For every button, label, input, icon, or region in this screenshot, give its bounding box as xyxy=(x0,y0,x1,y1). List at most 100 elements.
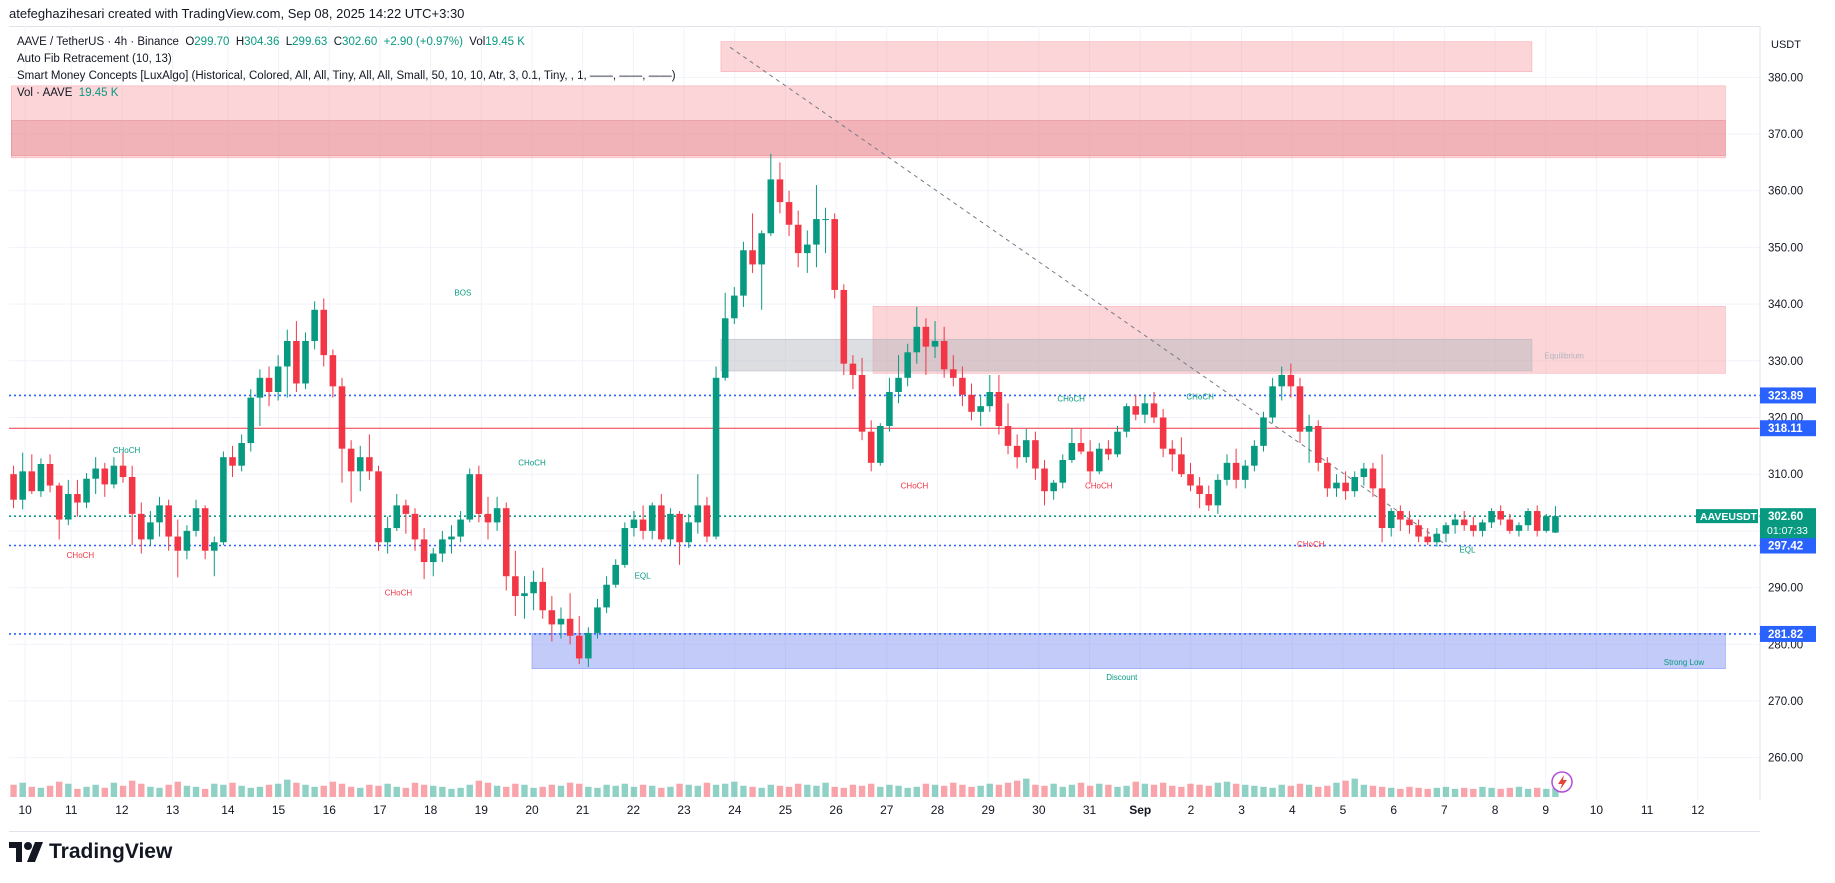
candle-body xyxy=(475,474,483,514)
candle-body xyxy=(138,513,145,540)
candle-body xyxy=(1515,525,1523,531)
annotation-label: Equilibrium xyxy=(1544,352,1584,361)
x-tick-label: 4 xyxy=(1289,803,1296,817)
candle-body xyxy=(512,576,519,597)
volume-bar xyxy=(968,786,975,797)
close-label: C xyxy=(333,36,343,48)
volume-bar xyxy=(430,785,437,797)
x-tick-label: 11 xyxy=(65,803,78,817)
volume-bar xyxy=(557,785,565,797)
candle-body xyxy=(658,505,665,540)
candle-body xyxy=(1524,511,1532,526)
volume-bar xyxy=(667,786,674,797)
candle-body xyxy=(338,386,346,449)
indicator-fib[interactable]: Auto Fib Retracement (10, 13) xyxy=(17,53,172,65)
volume-bar xyxy=(1324,785,1331,797)
volume-bar xyxy=(639,784,647,797)
volume-bar xyxy=(1333,782,1340,797)
candle-body xyxy=(19,471,26,500)
volume-bar xyxy=(357,787,364,797)
x-tick-label: 27 xyxy=(880,803,894,817)
candle-body xyxy=(493,508,501,523)
candle-body xyxy=(55,485,63,520)
volume-bar xyxy=(1132,781,1139,797)
candle-body xyxy=(147,522,154,540)
candle-body xyxy=(220,457,227,543)
volume-bar xyxy=(858,785,866,797)
candle-body xyxy=(539,581,547,611)
low-label: L xyxy=(285,36,293,48)
volume-bar xyxy=(840,787,847,797)
candle-body xyxy=(1397,511,1404,520)
candle-body xyxy=(128,477,136,514)
candle-body xyxy=(375,471,382,543)
candle-body xyxy=(1433,533,1441,543)
volume-bar xyxy=(138,783,145,797)
volume-bar xyxy=(630,786,638,797)
volume-bar xyxy=(813,785,820,797)
chart-panel[interactable] xyxy=(9,26,1760,832)
candle-body xyxy=(813,219,820,245)
candle-body xyxy=(429,553,437,563)
candle-body xyxy=(1387,511,1395,529)
candle-body xyxy=(621,528,629,565)
volume-bar xyxy=(256,786,264,797)
candle-body xyxy=(594,607,601,633)
candle-body xyxy=(1095,448,1103,472)
candle-body xyxy=(466,474,474,520)
candle-body xyxy=(1314,426,1322,463)
candle-body xyxy=(1223,462,1231,480)
candle-body xyxy=(46,463,54,486)
y-tick-label: 310.00 xyxy=(1768,469,1803,481)
volume-bar xyxy=(703,782,711,797)
tradingview-logo[interactable]: TradingView xyxy=(9,840,172,864)
flash-icon[interactable] xyxy=(1551,771,1573,793)
volume-bar xyxy=(986,783,993,797)
volume-bar xyxy=(722,783,729,797)
candle-body xyxy=(101,468,109,485)
volume-bar xyxy=(621,783,629,797)
volume-bar xyxy=(877,786,884,797)
candle-body xyxy=(265,377,273,392)
symbol-tag-box xyxy=(1696,509,1758,524)
volume-bar xyxy=(10,784,17,797)
volume-bar xyxy=(320,785,327,797)
volume-bar xyxy=(931,784,939,797)
symbol-title[interactable]: AAVE / TetherUS · 4h · Binance xyxy=(17,36,179,48)
volume-bar xyxy=(375,785,382,797)
price-label: 297.42 xyxy=(1768,541,1803,553)
candle-body xyxy=(302,340,309,384)
volume-bar xyxy=(895,785,902,797)
volume-bar xyxy=(156,787,163,797)
volume-bar xyxy=(1388,787,1395,797)
candle-body xyxy=(1022,440,1030,458)
x-tick-label: 15 xyxy=(272,803,286,817)
volume-bar xyxy=(566,782,574,797)
volume-bar xyxy=(448,788,455,797)
indicator-volume[interactable]: Vol · AAVE 19.45 K xyxy=(17,85,676,102)
y-tick-label: 370.00 xyxy=(1768,129,1803,141)
volume-bar xyxy=(147,786,154,797)
indicator-smc[interactable]: Smart Money Concepts [LuxAlgo] (Historic… xyxy=(17,70,676,82)
candle-body xyxy=(758,233,765,265)
candle-body xyxy=(274,366,282,392)
volume-bar xyxy=(457,787,464,797)
volume-bar xyxy=(977,785,984,797)
candle-body xyxy=(904,352,911,378)
x-tick-label: 19 xyxy=(475,803,489,817)
vol-label: Vol xyxy=(469,36,486,48)
candle-body xyxy=(1406,519,1413,526)
candle-body xyxy=(247,397,255,444)
volume-bar xyxy=(475,780,483,797)
volume-bar xyxy=(265,784,273,797)
candle-body xyxy=(1059,460,1067,483)
y-tick-label: 360.00 xyxy=(1768,186,1803,198)
volume-bar xyxy=(1050,783,1057,797)
high-label: H xyxy=(235,36,245,48)
candle-body xyxy=(74,494,81,503)
candle-body xyxy=(174,536,182,551)
volume-bar xyxy=(603,784,610,797)
x-tick-label: 10 xyxy=(18,803,32,817)
volume-bar xyxy=(831,786,838,797)
